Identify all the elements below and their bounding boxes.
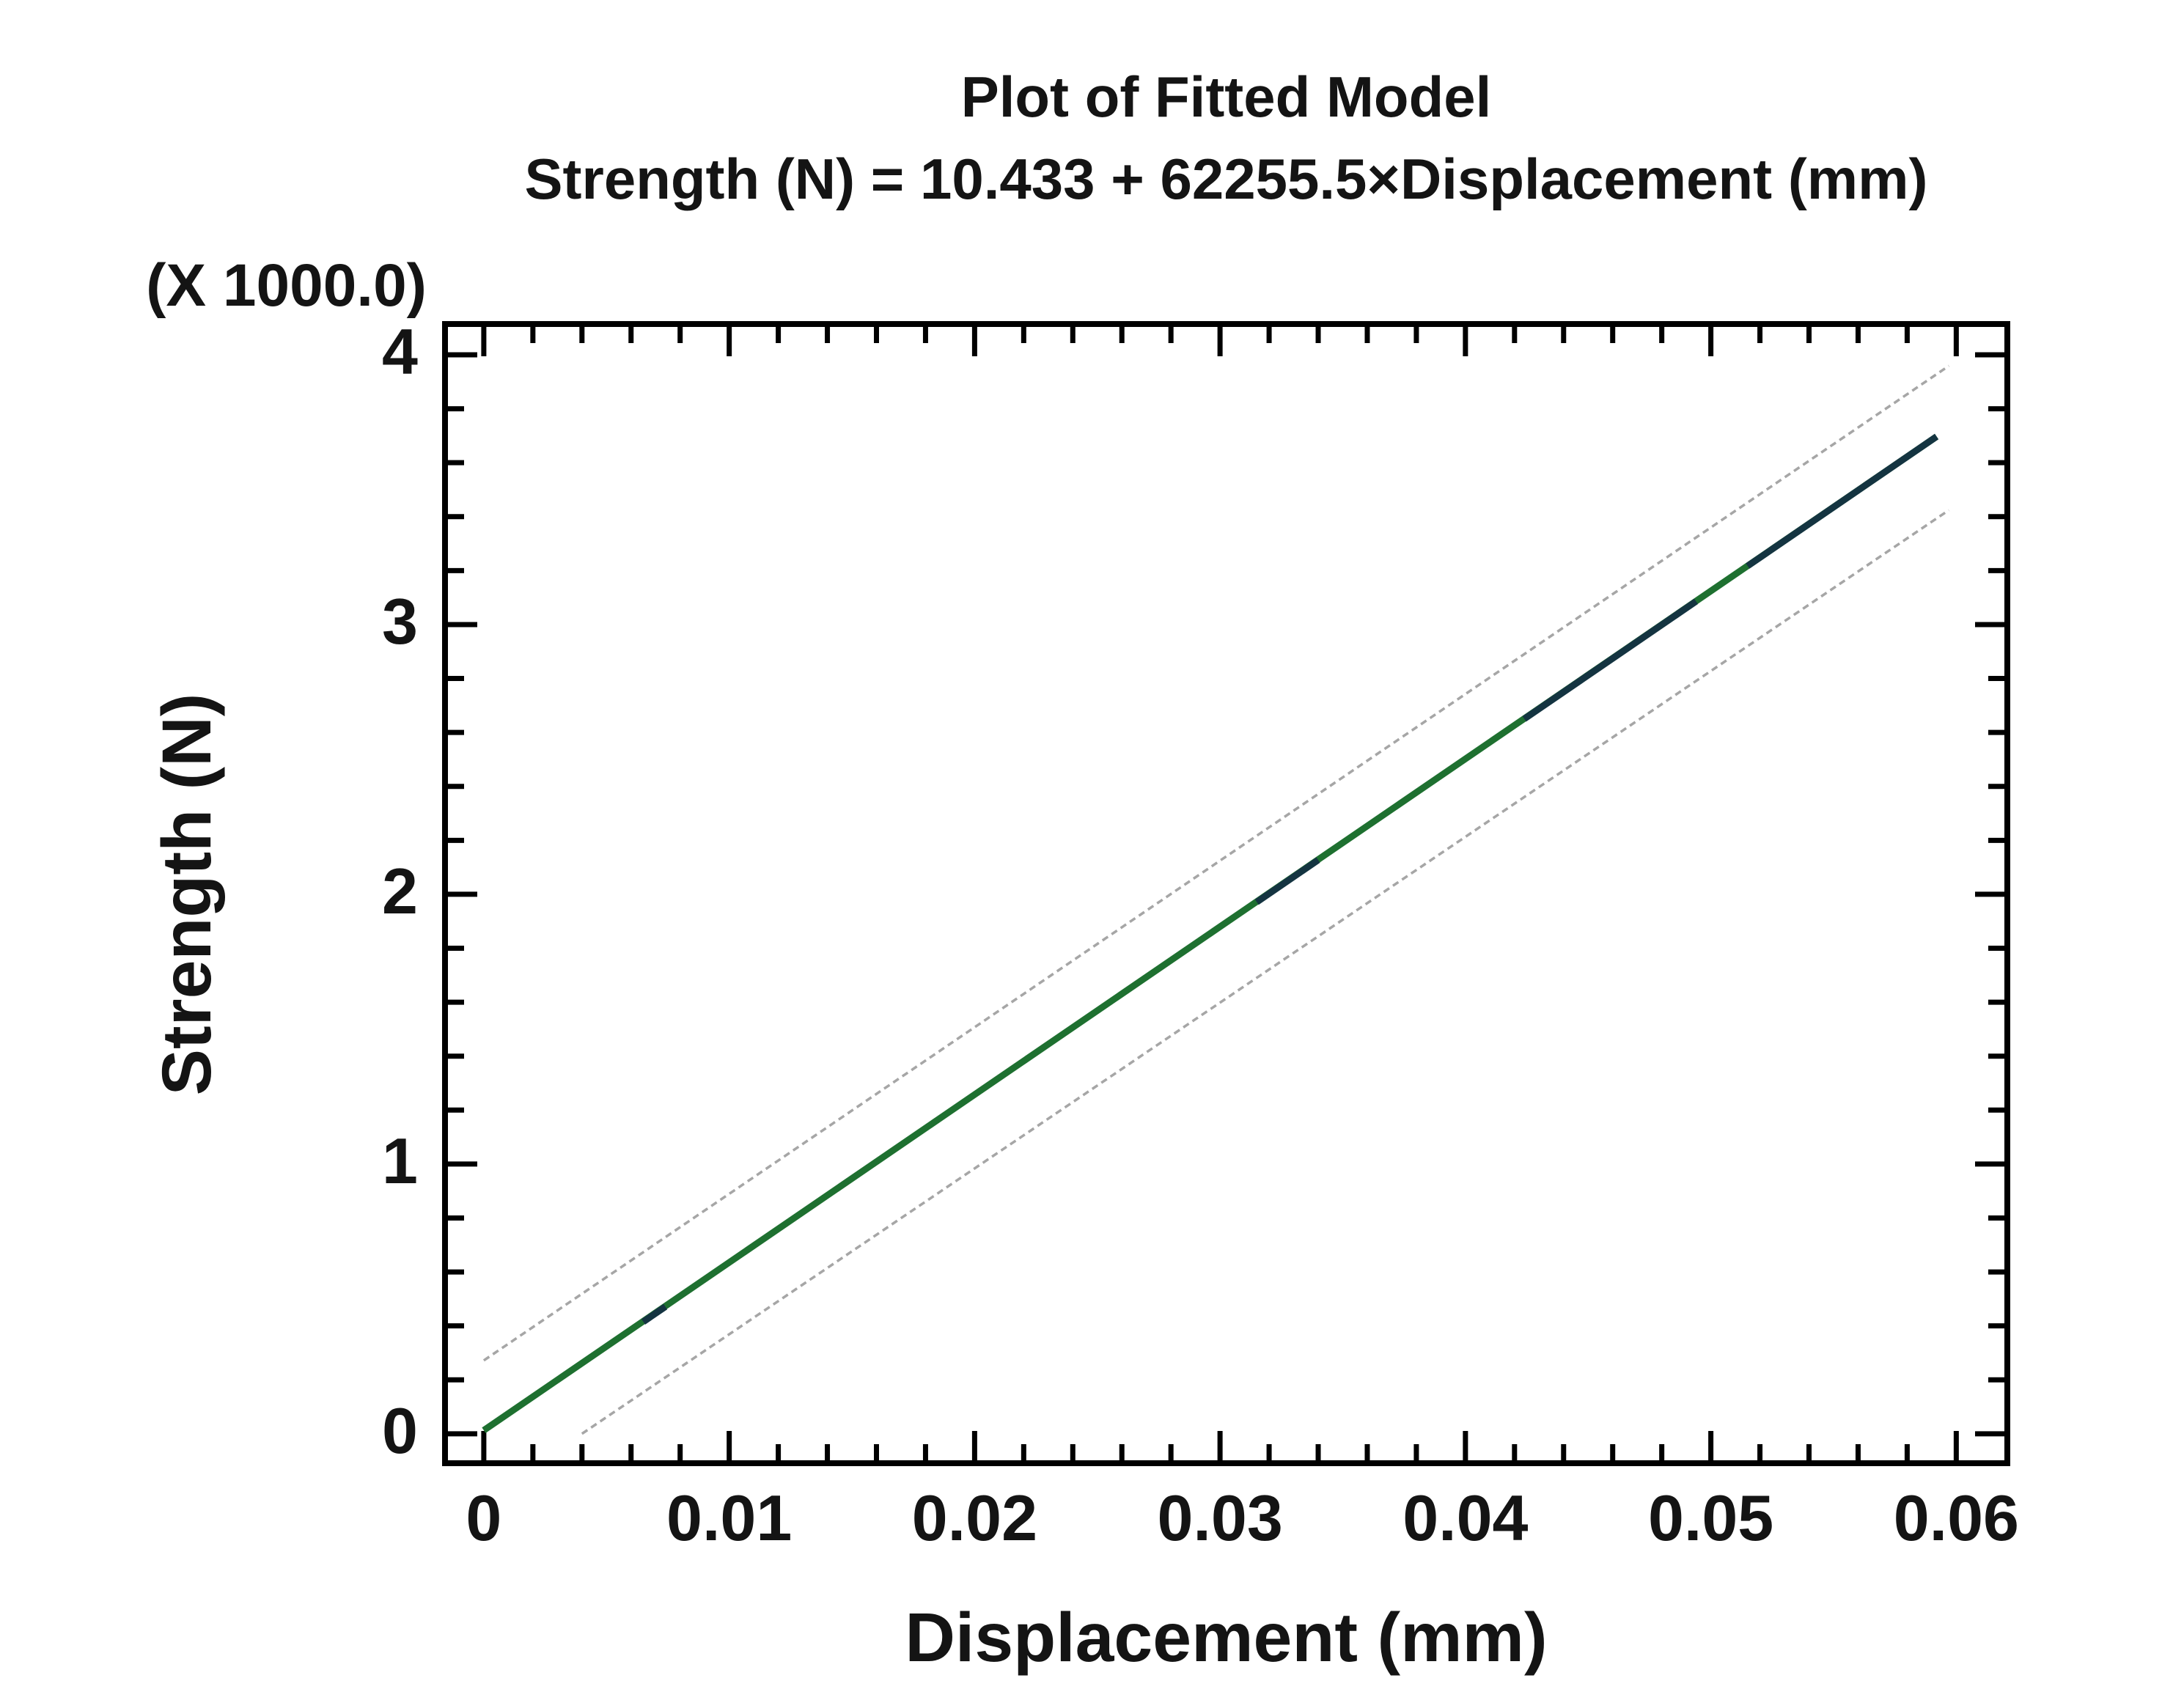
x-tick-label: 0.02 (911, 1482, 1038, 1554)
x-tick-label: 0.05 (1647, 1482, 1774, 1554)
x-tick-label: 0.06 (1893, 1482, 2019, 1554)
lower-confidence-limit (581, 509, 1950, 1435)
chart-equation: Strength (N) = 10.433 + 62255.5×Displace… (524, 147, 1928, 211)
x-tick-label: 0.04 (1402, 1482, 1529, 1554)
x-tick-label: 0.01 (666, 1482, 793, 1554)
fitted-line (482, 433, 1939, 1433)
chart-title: Plot of Fitted Model (960, 65, 1492, 129)
x-tick-label: 0 (466, 1482, 502, 1554)
plot-area (442, 321, 2010, 1466)
y-tick-label: 3 (382, 584, 418, 658)
x-tick-label: 0.03 (1157, 1482, 1283, 1554)
observed-data-line (1522, 598, 1699, 722)
observed-data-line (1254, 857, 1320, 905)
y-tick-label: 1 (382, 1124, 418, 1197)
y-axis-multiplier-label: (X 1000.0) (146, 252, 427, 319)
y-tick-label: 0 (382, 1394, 418, 1467)
y-tick-label: 4 (382, 314, 418, 388)
observed-data-line (1746, 433, 1939, 569)
observed-data-line (641, 1303, 668, 1325)
upper-confidence-limit (482, 364, 1950, 1362)
x-axis-title: Displacement (mm) (905, 1599, 1548, 1677)
plot-frame (442, 321, 2010, 1466)
y-tick-label: 2 (382, 854, 418, 927)
